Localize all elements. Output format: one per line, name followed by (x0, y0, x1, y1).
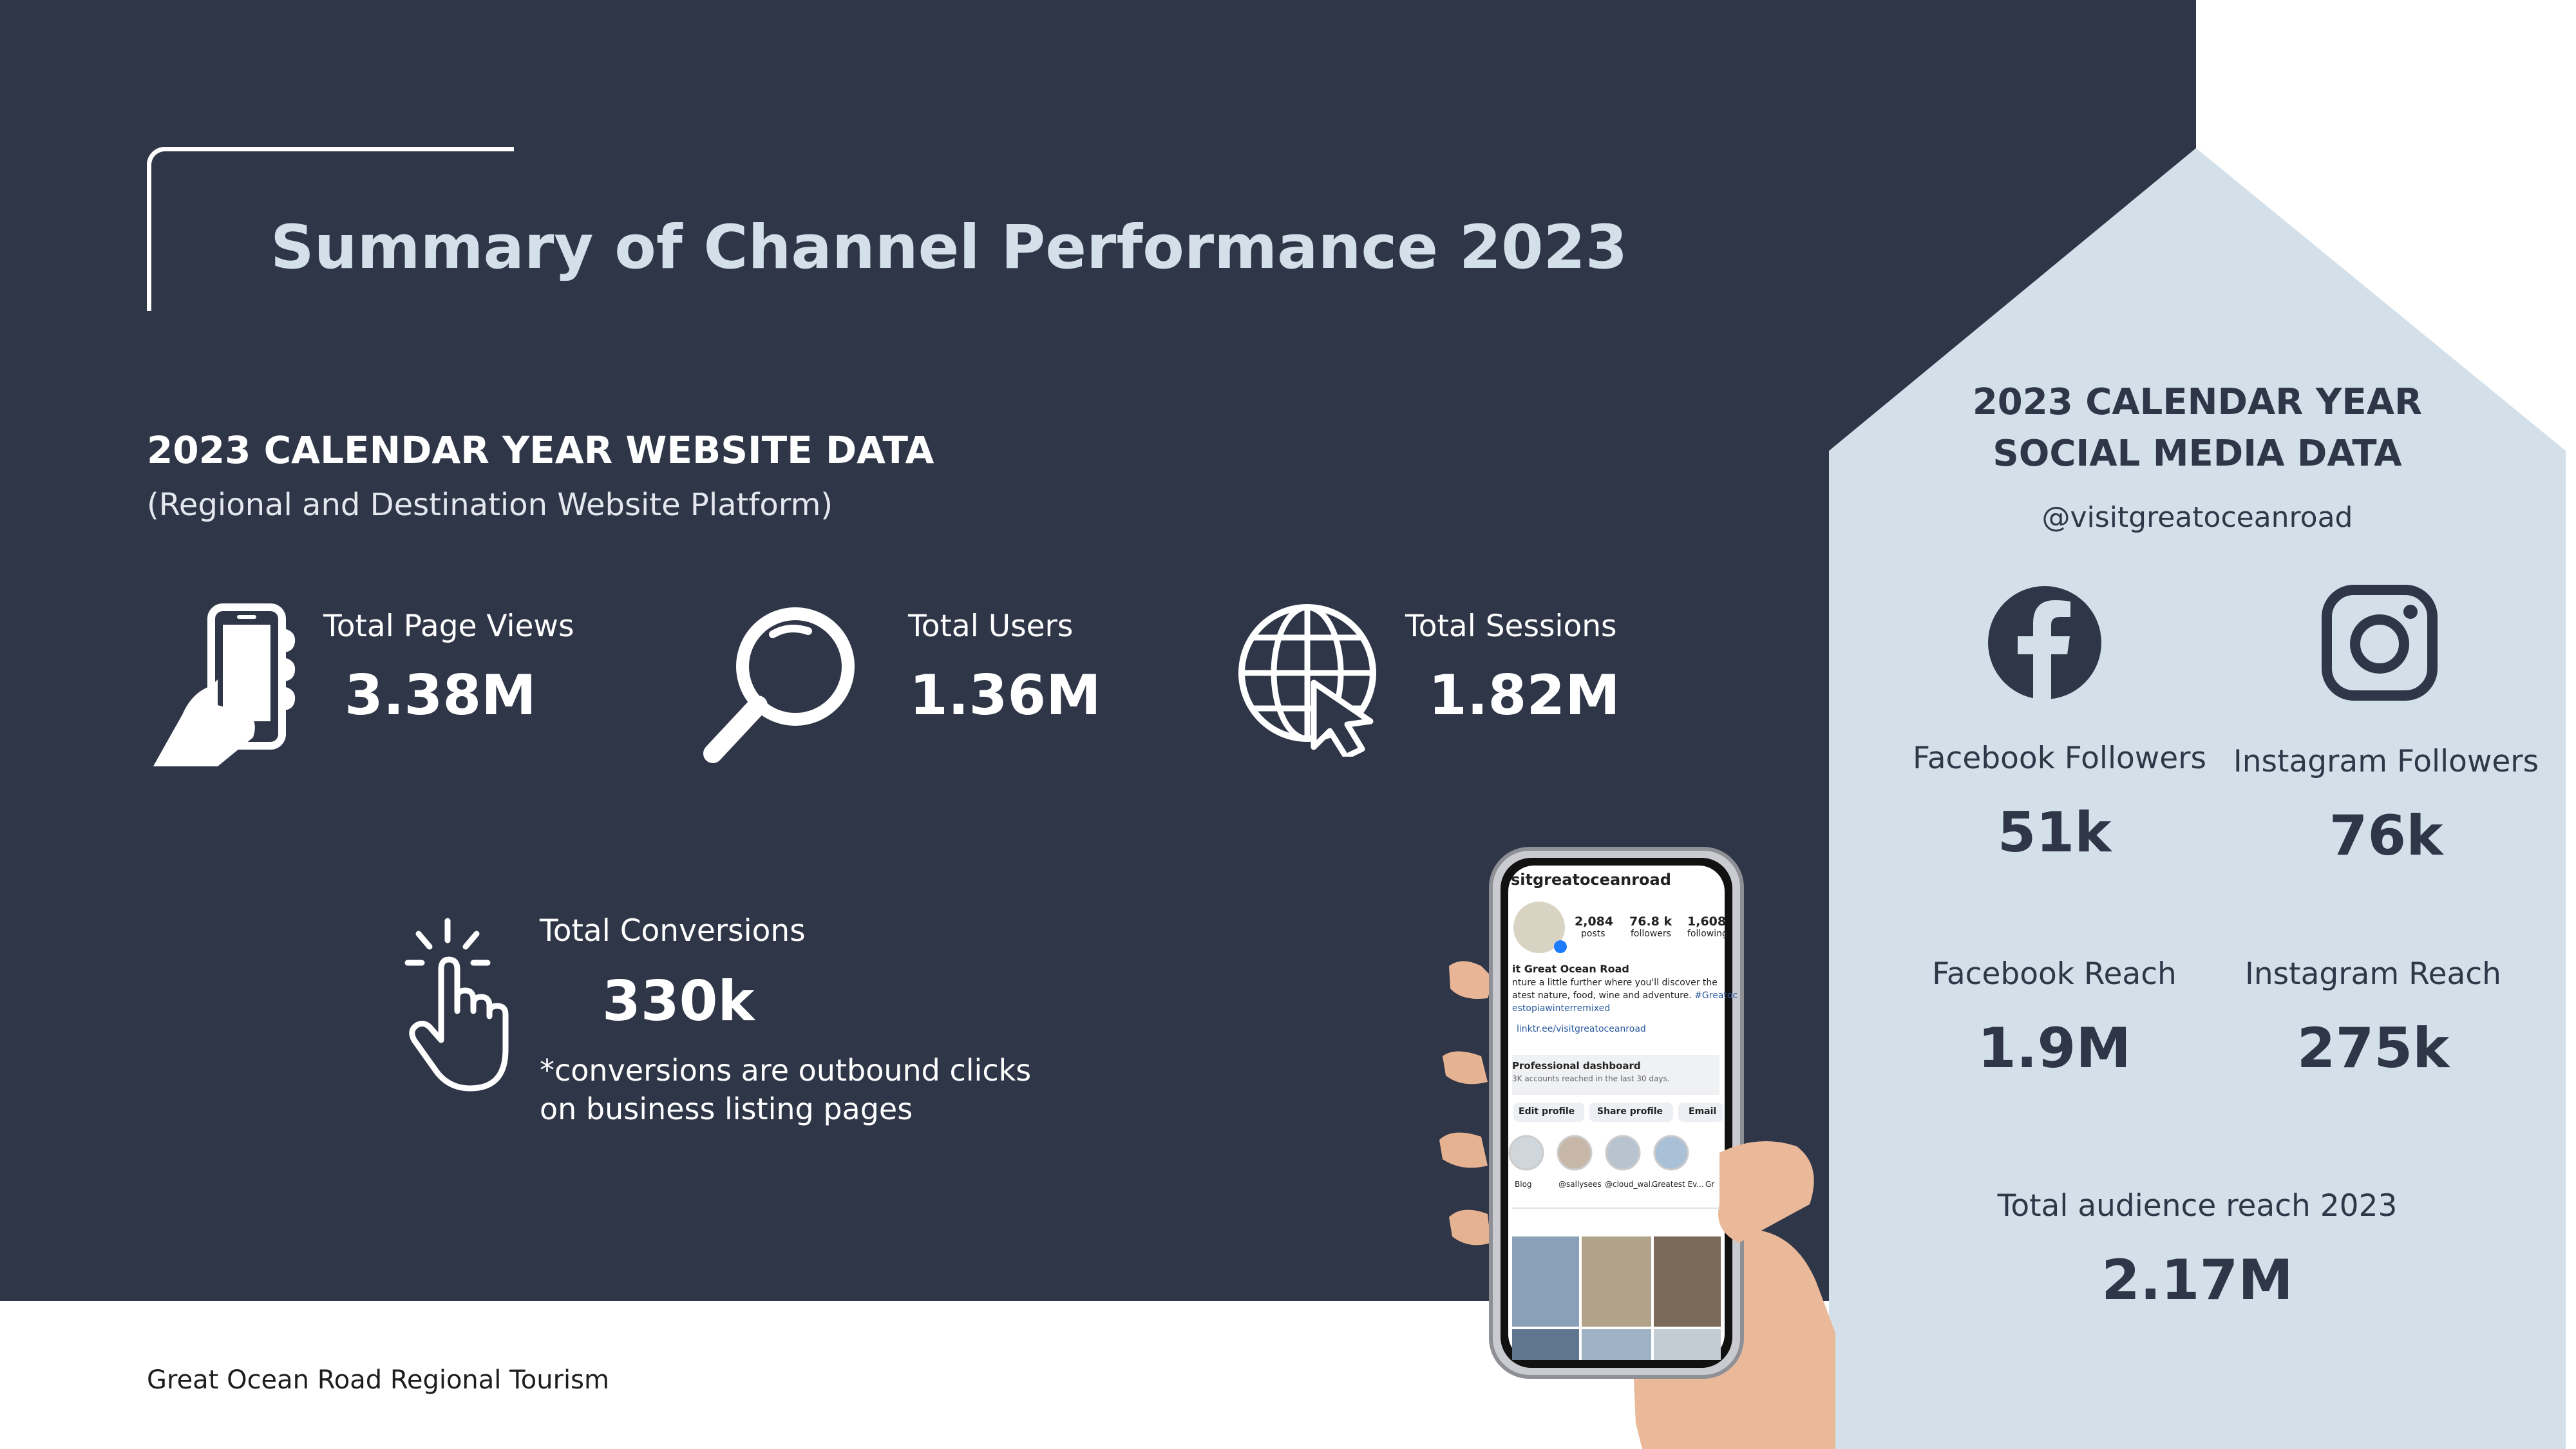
globe-cursor-icon (1238, 604, 1376, 757)
sessions-value: 1.82M (1428, 663, 1620, 728)
phone-followers-label: followers (1631, 929, 1671, 939)
phone-highlight-label[interactable]: @cloud_wal... (1605, 1180, 1658, 1189)
phone-following-label: following (1687, 929, 1728, 939)
phone-followers-count: 76.8 k (1629, 914, 1672, 929)
footer-text: Great Ocean Road Regional Tourism (147, 1365, 609, 1395)
instagram-reach-label: Instagram Reach (2245, 956, 2501, 992)
total-audience-label: Total audience reach 2023 (1997, 1188, 2398, 1224)
social-heading-line1: 2023 CALENDAR YEAR (1972, 381, 2423, 423)
phone-highlight-label[interactable]: @sallysees (1558, 1180, 1602, 1189)
phone-dashboard-sub: 3K accounts reached in the last 30 days. (1512, 1074, 1670, 1083)
phone-bio-line3[interactable]: estopiawinterremixed (1512, 1003, 1611, 1014)
facebook-followers-label: Facebook Followers (1913, 741, 2206, 776)
instagram-followers-value: 76k (2329, 804, 2443, 868)
instagram-reach-value: 275k (2297, 1016, 2450, 1081)
phone-share-profile-button[interactable]: Share profile (1597, 1106, 1663, 1117)
users-label: Total Users (908, 609, 1074, 644)
page-views-value: 3.38M (345, 663, 536, 728)
phone-highlight-label[interactable]: Blog (1515, 1180, 1532, 1189)
phone-profile-name: it Great Ocean Road (1512, 963, 1629, 975)
phone-highlight-label[interactable]: Greatest Ev... (1652, 1180, 1704, 1189)
page-views-label: Total Page Views (323, 609, 574, 644)
phone-bio-tag[interactable]: #Greatoc (1694, 990, 1738, 1001)
phone-bio-line1: nture a little further where you'll disc… (1512, 978, 1718, 988)
social-section-heading: 2023 CALENDAR YEAR SOCIAL MEDIA DATA (1829, 377, 2566, 480)
users-value: 1.36M (909, 663, 1101, 728)
social-panel (1829, 148, 2566, 1449)
facebook-reach-label: Facebook Reach (1932, 956, 2177, 992)
tap-hand-icon (404, 918, 509, 1092)
website-section-subheading: (Regional and Destination Website Platfo… (147, 487, 833, 523)
conversions-note-line2: on business listing pages (540, 1092, 913, 1126)
phone-email-button[interactable]: Email (1689, 1106, 1717, 1117)
conversions-note: *conversions are outbound clicks on busi… (540, 1051, 1031, 1128)
phone-bio-line2-text: atest nature, food, wine and adventure. (1512, 990, 1692, 1001)
website-section-heading: 2023 CALENDAR YEAR WEBSITE DATA (147, 428, 934, 472)
phone-posts-label: posts (1581, 929, 1605, 939)
page-title: Summary of Channel Performance 2023 (270, 213, 1628, 283)
social-heading-line2: SOCIAL MEDIA DATA (1993, 433, 2402, 475)
phone-profile-link[interactable]: linktr.ee/visitgreatoceanroad (1517, 1024, 1646, 1034)
phone-highlight-label[interactable]: Gr (1705, 1180, 1715, 1189)
conversions-value: 330k (602, 969, 755, 1034)
phone-username: sitgreatoceanroad (1511, 871, 1671, 889)
conversions-label: Total Conversions (540, 913, 806, 949)
facebook-followers-value: 51k (1997, 800, 2112, 865)
hand-holding-phone-illustration (1439, 847, 1835, 1449)
instagram-followers-label: Instagram Followers (2233, 744, 2539, 779)
title-bracket (147, 147, 514, 311)
facebook-icon (1988, 586, 2101, 701)
phone-posts-count: 2,084 (1575, 914, 1614, 929)
social-handle: @visitgreatoceanroad (2041, 501, 2353, 534)
phone-dashboard[interactable]: Professional dashboard (1512, 1060, 1641, 1072)
phone-edit-profile-button[interactable]: Edit profile (1519, 1106, 1575, 1117)
phone-following-count: 1,608 (1687, 914, 1727, 929)
phone-mockup: sitgreatoceanroad 2,084 posts 76.8 k fol… (1436, 844, 1835, 1449)
instagram-icon (2322, 585, 2438, 701)
sessions-label: Total Sessions (1405, 609, 1617, 644)
hand-phone-icon (153, 603, 296, 766)
total-audience-value: 2.17M (2101, 1248, 2293, 1312)
conversions-note-line1: *conversions are outbound clicks (540, 1053, 1032, 1088)
facebook-reach-value: 1.9M (1978, 1016, 2131, 1081)
magnifier-icon (703, 607, 855, 763)
phone-bio-line2: atest nature, food, wine and adventure. … (1512, 990, 1738, 1001)
